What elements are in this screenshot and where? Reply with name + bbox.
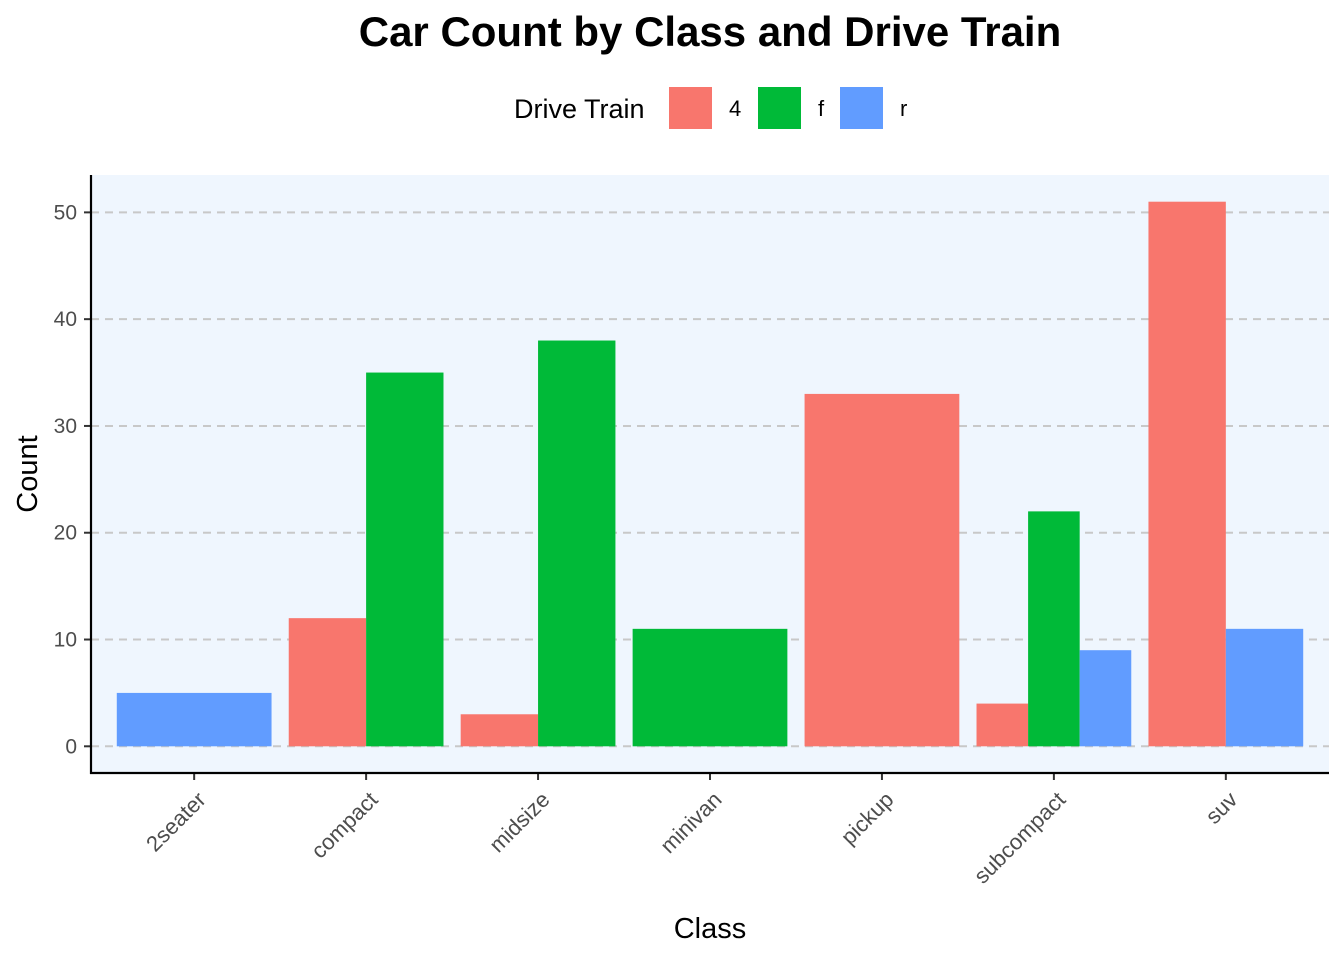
- bar: [632, 628, 788, 747]
- y-tick-label: 0: [65, 735, 77, 758]
- y-tick-label: 50: [54, 201, 77, 224]
- bar: [538, 340, 616, 747]
- x-tick-label: 2seater: [141, 787, 211, 857]
- legend-label: r: [900, 96, 907, 121]
- legend-key: [669, 87, 712, 129]
- y-tick-label: 40: [54, 308, 77, 331]
- x-tick-label: minivan: [655, 787, 726, 858]
- x-tick-label: subcompact: [969, 787, 1071, 889]
- x-axis-title: Class: [674, 913, 747, 945]
- x-axis-ticks: 2seater compact midsize minivan pickup subcom…: [141, 773, 1242, 888]
- x-tick-label: compact: [306, 787, 382, 863]
- bar: [366, 372, 444, 747]
- y-tick-label: 30: [54, 415, 77, 438]
- legend-title: Drive Train: [514, 94, 645, 124]
- y-tick-label: 20: [54, 522, 77, 545]
- y-axis-ticks: 0 10 20 30 40 50: [54, 201, 91, 758]
- bar: [116, 692, 272, 747]
- x-tick-label: midsize: [484, 787, 554, 857]
- legend-key: [840, 87, 883, 129]
- legend-label: f: [818, 96, 825, 121]
- legend: Drive Train 4 f r: [514, 87, 907, 129]
- bar: [288, 618, 367, 747]
- legend-key: [758, 87, 801, 129]
- bar: [1028, 511, 1080, 747]
- bar: [1148, 201, 1226, 747]
- bar: [976, 703, 1029, 747]
- y-tick-label: 10: [54, 629, 77, 652]
- y-axis-title: Count: [12, 435, 44, 512]
- bar: [1225, 628, 1304, 747]
- bars: [116, 201, 1304, 747]
- bar: [460, 714, 539, 747]
- bar: [1079, 650, 1132, 747]
- bar: [804, 393, 960, 747]
- chart-title: Car Count by Class and Drive Train: [359, 8, 1062, 55]
- legend-label: 4: [729, 96, 741, 121]
- x-tick-label: pickup: [836, 787, 899, 850]
- x-tick-label: suv: [1200, 787, 1242, 829]
